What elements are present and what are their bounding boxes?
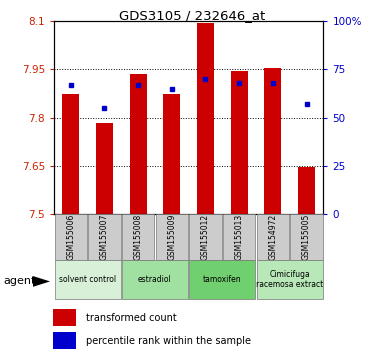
Text: Cimicifuga
racemosa extract: Cimicifuga racemosa extract: [256, 270, 323, 289]
Text: GSM155013: GSM155013: [235, 214, 244, 260]
Bar: [55, 214, 87, 260]
Text: tamoxifen: tamoxifen: [203, 275, 242, 284]
Text: GSM155007: GSM155007: [100, 214, 109, 261]
Bar: [163, 93, 180, 214]
Bar: [231, 71, 248, 214]
Text: GDS3105 / 232646_at: GDS3105 / 232646_at: [119, 9, 266, 22]
Bar: [156, 214, 188, 260]
Bar: [298, 167, 315, 214]
Polygon shape: [33, 276, 50, 287]
Text: agent: agent: [4, 276, 36, 286]
Bar: [130, 74, 147, 214]
Bar: [53, 309, 76, 326]
Text: estradiol: estradiol: [138, 275, 172, 284]
Bar: [189, 260, 255, 299]
Text: GSM155005: GSM155005: [302, 214, 311, 261]
Bar: [122, 214, 154, 260]
Bar: [189, 214, 222, 260]
Text: solvent control: solvent control: [59, 275, 116, 284]
Text: GSM155008: GSM155008: [134, 214, 142, 260]
Text: GSM155006: GSM155006: [66, 214, 75, 261]
Text: GSM154972: GSM154972: [268, 214, 277, 260]
Bar: [223, 214, 255, 260]
Bar: [290, 214, 323, 260]
Text: transformed count: transformed count: [86, 313, 177, 323]
Text: GSM155012: GSM155012: [201, 214, 210, 260]
Text: GSM155009: GSM155009: [167, 214, 176, 261]
Bar: [257, 260, 323, 299]
Bar: [55, 260, 121, 299]
Bar: [197, 23, 214, 214]
Bar: [122, 260, 188, 299]
Bar: [88, 214, 121, 260]
Bar: [264, 68, 281, 214]
Bar: [62, 93, 79, 214]
Text: percentile rank within the sample: percentile rank within the sample: [86, 336, 251, 346]
Bar: [96, 122, 113, 214]
Bar: [257, 214, 289, 260]
Bar: [53, 332, 76, 349]
